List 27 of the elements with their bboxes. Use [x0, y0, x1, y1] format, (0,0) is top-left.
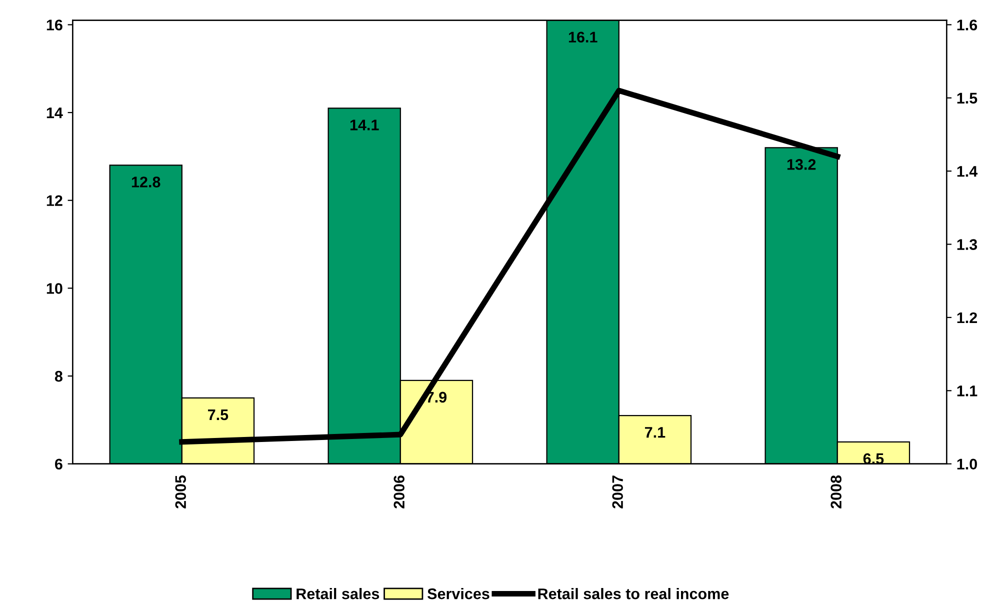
y2-tick-label: 1.4	[957, 166, 978, 177]
y2-tick-label: 1.1	[957, 386, 978, 396]
data-label: 13.2	[787, 159, 816, 170]
y-tick-label: 8	[54, 370, 62, 382]
y-tick-label: 12	[46, 195, 62, 206]
y2-tick-label: 1.2	[957, 312, 977, 324]
legend-label: Services	[427, 588, 490, 600]
x-tick-label: 2008	[830, 475, 842, 508]
x-tick-label: 2005	[175, 475, 186, 508]
y2-tick-label: 1.3	[957, 239, 978, 250]
data-label: 16.1	[568, 32, 598, 43]
data-label: 7.5	[208, 410, 228, 420]
y2-tick-label: 1.0	[957, 458, 977, 470]
x-tick-label: 2007	[612, 476, 624, 508]
data-label: 7.1	[644, 427, 666, 438]
data-label: 12.8	[132, 176, 160, 188]
legend-label: Retail sales	[296, 588, 380, 600]
y2-tick-label: 1.5	[957, 92, 978, 104]
legend-label: Retail sales to real income	[538, 588, 729, 600]
y-tick-label: 6	[55, 458, 62, 470]
y-tick-label: 16	[46, 20, 62, 30]
x-tick-label: 2006	[394, 476, 405, 508]
data-label: 14.1	[350, 120, 379, 130]
data-label: 6.5	[863, 453, 884, 464]
y2-tick-label: 1.6	[957, 20, 978, 30]
y-tick-label: 14	[46, 108, 63, 118]
y-tick-label: 10	[46, 283, 62, 294]
